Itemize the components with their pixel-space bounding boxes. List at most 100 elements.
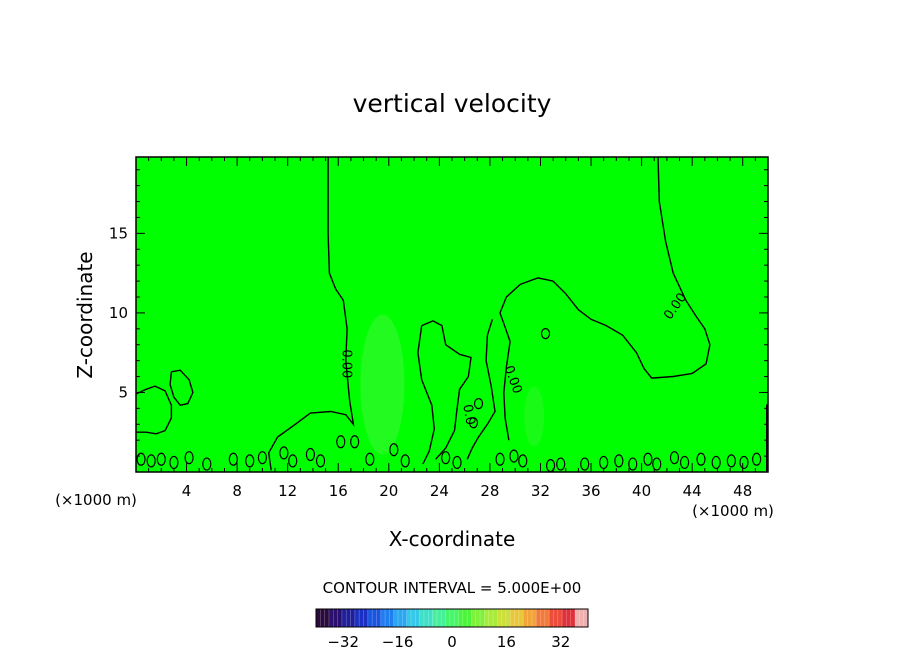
- colorbar-swatch: [354, 609, 360, 627]
- contour-cell: [202, 457, 212, 471]
- x-unit-right: (×1000 m): [692, 502, 774, 520]
- colorbar-swatch: [540, 609, 546, 627]
- colorbar-swatch: [518, 609, 524, 627]
- colorbar: [315, 608, 589, 628]
- x-tick-label: 24: [430, 482, 449, 500]
- contour-cell: [257, 451, 267, 465]
- contour-cell: [614, 454, 624, 468]
- colorbar-swatch: [324, 609, 330, 627]
- colorbar-swatch: [475, 609, 481, 627]
- colorbar-swatch: [449, 609, 455, 627]
- contour-cell: [652, 457, 662, 471]
- x-tick-label: 16: [329, 482, 348, 500]
- contour-cell: [726, 454, 736, 468]
- colorbar-swatch: [471, 609, 477, 627]
- contour-cell: [518, 454, 528, 468]
- colorbar-swatch: [505, 609, 511, 627]
- colorbar-swatch: [436, 609, 442, 627]
- colorbar-swatch: [514, 609, 520, 627]
- contour-cell: [696, 452, 706, 466]
- colorbar-tick-label: 16: [497, 633, 516, 651]
- colorbar-swatch: [337, 609, 343, 627]
- colorbar-tick-label: 0: [447, 633, 457, 651]
- contour-cell: [228, 452, 238, 466]
- colorbar-swatch: [410, 609, 416, 627]
- contour-interval-text: CONTOUR INTERVAL = 5.000E+00: [323, 579, 582, 597]
- colorbar-swatch: [367, 609, 373, 627]
- colorbar-swatch: [527, 609, 533, 627]
- contour-cell: [389, 443, 399, 457]
- colorbar-swatch: [406, 609, 412, 627]
- colorbar-swatch: [579, 609, 584, 627]
- updraft-shading: [524, 386, 545, 447]
- x-tick-label: 4: [182, 482, 192, 500]
- x-axis-label: X-coordinate: [389, 527, 516, 551]
- contour-cell: [509, 449, 519, 463]
- colorbar-swatch: [372, 609, 377, 627]
- colorbar-swatch: [510, 609, 515, 627]
- colorbar-swatch: [484, 609, 489, 627]
- x-tick-label: 40: [632, 482, 651, 500]
- colorbar-swatch: [419, 609, 425, 627]
- contour-cell: [136, 452, 146, 466]
- y-tick-label: 5: [118, 383, 128, 401]
- zero-contours: [135, 156, 768, 473]
- colorbar-swatch: [380, 609, 386, 627]
- zero-contour: [417, 325, 436, 465]
- colorbar-swatch: [458, 609, 464, 627]
- colorbar-swatch: [328, 609, 334, 627]
- x-tick-label: 28: [480, 482, 499, 500]
- contour-cell: [495, 452, 505, 466]
- contour-cell: [679, 455, 690, 470]
- colorbar-swatch: [393, 609, 399, 627]
- colorbar-swatch: [562, 609, 567, 627]
- contour-cell: [441, 451, 451, 465]
- colorbar-swatch: [467, 609, 472, 627]
- contour-cell: [628, 457, 638, 471]
- colorbar-swatch: [523, 609, 528, 627]
- colorbar-swatch: [402, 609, 407, 627]
- colorbar-swatch: [501, 609, 507, 627]
- colorbar-swatch: [445, 609, 451, 627]
- contour-cell: [468, 417, 479, 429]
- contour-cell: [452, 455, 462, 470]
- contour-cell: [288, 454, 298, 468]
- colorbar-swatch: [363, 609, 369, 627]
- colorbar-swatch: [333, 609, 338, 627]
- zero-contour: [169, 369, 194, 406]
- x-tick-label: 36: [581, 482, 600, 500]
- axis-ticks: [136, 157, 768, 472]
- contour-cell: [580, 457, 590, 471]
- contour-cell: [350, 435, 360, 449]
- colorbar-tick-label: −32: [327, 633, 359, 651]
- x-tick-label: 12: [278, 482, 297, 500]
- field-shading: [360, 314, 545, 455]
- contour-cell: [245, 454, 255, 468]
- contour-cell: [711, 455, 721, 470]
- contour-cell: [279, 446, 289, 460]
- contour-cell: [315, 454, 326, 468]
- contour-cell: [739, 455, 749, 470]
- colorbar-swatch: [346, 609, 351, 627]
- contour-label: 0.0: [459, 403, 477, 426]
- colorbar-swatch: [493, 609, 498, 627]
- zero-contour: [421, 320, 472, 460]
- y-tick-label: 15: [109, 224, 128, 242]
- plot-area: 0.000.00.000.00: [135, 156, 769, 473]
- contour-cell: [184, 451, 194, 465]
- colorbar-swatch: [497, 609, 502, 627]
- contour-cell: [669, 451, 680, 465]
- chart-title: vertical velocity: [353, 89, 552, 118]
- x-tick-label: 44: [683, 482, 702, 500]
- zero-contour: [135, 385, 173, 435]
- colorbar-swatch: [557, 609, 563, 627]
- colorbar-swatch: [428, 609, 433, 627]
- colorbar-tick-labels: −32 −16 0 16 32: [327, 633, 570, 651]
- colorbar-swatch: [359, 609, 364, 627]
- colorbar-swatch: [536, 609, 541, 627]
- contour-cell: [365, 452, 375, 466]
- y-tick-label: 10: [109, 304, 128, 322]
- colorbar-swatch: [389, 609, 395, 627]
- colorbar-swatch: [320, 609, 325, 627]
